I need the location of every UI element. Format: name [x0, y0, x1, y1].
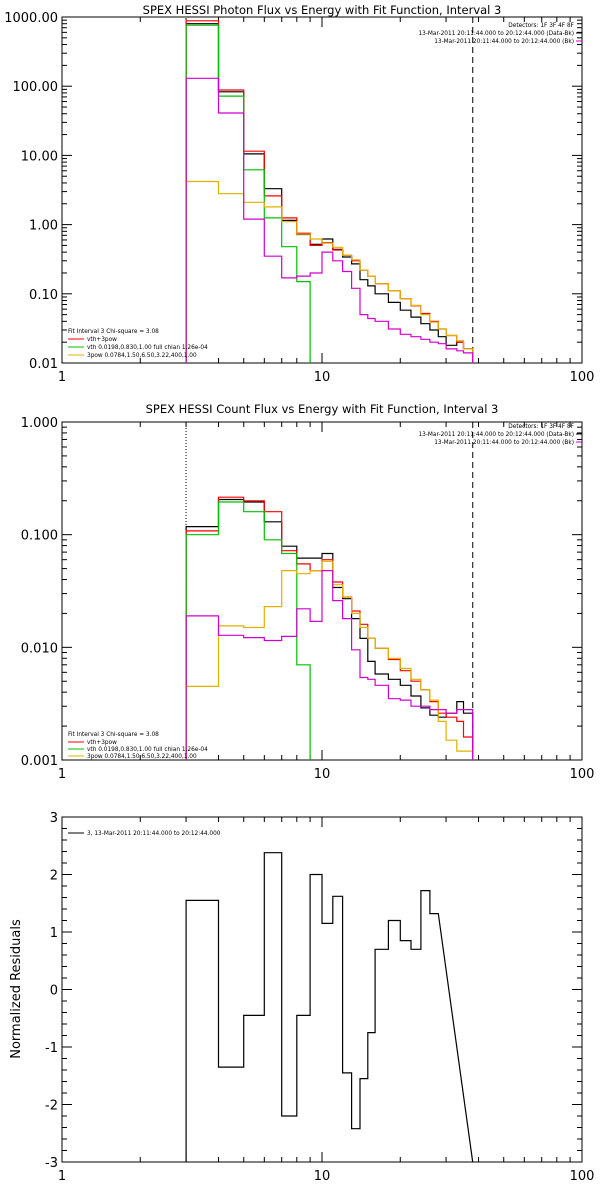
panel3-legend-label: 3, 13-Mar-2011 20:11:44.000 to 20:12:44.…: [87, 831, 221, 837]
series-line: [185, 570, 474, 760]
series-line: [185, 498, 474, 760]
series-line: [185, 560, 474, 760]
panel2-x-tick-labels: 1 10 100: [58, 767, 595, 782]
series-line: [185, 77, 474, 363]
x-tick-label: 100: [570, 1169, 595, 1184]
series-line: [185, 496, 474, 760]
y-tick-label: 0.001: [21, 754, 58, 769]
panel3-y-tick-labels: -3 -2 -1 0 1 2 3: [45, 811, 58, 1171]
panel2-legend-3pow: 3pow 0.0784,1.50,6.50,3.22,400,1.00: [87, 754, 197, 760]
panel1-info: Detectors: 1F 3F 4F 8F 13-Mar-2011 20:11…: [418, 23, 582, 45]
series-line: [185, 180, 474, 363]
panel1-ticks: [61, 17, 582, 364]
panel2-y-tick-labels: 0.001 0.010 0.100 1.000: [21, 416, 58, 769]
y-tick-label: 1000.00: [4, 11, 58, 26]
x-tick-label: 10: [314, 767, 331, 782]
panel2-info-databk: 13-Mar-2011 20:11:44.000 to 20:12:44.000…: [418, 432, 574, 438]
panel2-series: [185, 422, 474, 760]
series-line: [185, 852, 474, 1162]
x-tick-label: 1: [58, 370, 66, 385]
panel1-series: [185, 17, 474, 363]
panel1-frame: [61, 16, 583, 364]
y-tick-label: 3: [50, 811, 58, 826]
panel3-series: [185, 852, 474, 1162]
panel2-legend: Fit Interval 3 Chi-square = 3.08 vth+3po…: [68, 732, 208, 760]
x-tick-label: 1: [58, 1169, 66, 1184]
y-tick-label: 0.010: [21, 641, 58, 656]
panel3-x-tick-labels: 1 10 100: [58, 1169, 595, 1184]
panel2-legend-vth: vth 0.0198,0.830,1.00 full chian 1.26e-0…: [87, 747, 208, 753]
panel1-info-bk: 13-Mar-2011 20:11:44.000 to 20:12:44.000…: [434, 39, 574, 45]
panel1-info-detectors: Detectors: 1F 3F 4F 8F: [508, 23, 574, 29]
panel2-info-bk: 13-Mar-2011 20:11:44.000 to 20:12:44.000…: [434, 440, 574, 446]
y-tick-label: 0.100: [21, 529, 58, 544]
series-line: [185, 23, 474, 363]
panel3-ticks: [61, 816, 582, 1163]
panel1-legend-vth: vth 0.0198,0.830,1.00 full chian 1.26e-0…: [87, 345, 208, 351]
panel3-frame: [61, 816, 583, 1163]
y-tick-label: 2: [50, 869, 58, 884]
y-tick-label: 0.10: [29, 288, 58, 303]
panel1-legend-fit: Fit Interval 3 Chi-square = 3.08: [68, 329, 159, 335]
y-tick-label: -2: [45, 1099, 58, 1114]
series-line: [185, 501, 311, 760]
panel1-y-tick-labels: 0.01 0.10 1.00 10.00 100.00 1000.00: [4, 11, 58, 372]
panel1-legend: Fit Interval 3 Chi-square = 3.08 vth+3po…: [68, 329, 208, 359]
panel-residuals: -3 -2 -1 0 1 2 3 1 10 100 Normalized Residuals 3…: [9, 811, 594, 1184]
x-tick-label: 100: [570, 370, 595, 385]
panel2-legend-fit: Fit Interval 3 Chi-square = 3.08: [68, 732, 159, 738]
panel1-x-tick-labels: 1 10 100: [58, 370, 595, 385]
y-tick-label: 1: [50, 926, 58, 941]
panel1-legend-model: vth+3pow: [87, 337, 117, 343]
x-tick-label: 10: [314, 1169, 331, 1184]
panel2-info-detectors: Detectors: 1F 3F 4F 8F: [508, 424, 574, 430]
panel2-title: SPEX HESSI Count Flux vs Energy with Fit…: [146, 402, 499, 416]
y-tick-label: 1.000: [21, 416, 58, 431]
panel3-y-axis-label: Normalized Residuals: [9, 919, 24, 1059]
y-tick-label: -1: [45, 1041, 58, 1056]
panel3-legend: 3, 13-Mar-2011 20:11:44.000 to 20:12:44.…: [68, 831, 221, 837]
y-tick-label: 100.00: [13, 80, 59, 95]
x-tick-label: 100: [570, 767, 595, 782]
panel1-legend-3pow: 3pow 0.0784,1.50,6.50,3.22,400,1.00: [87, 353, 197, 359]
panel2-info: Detectors: 1F 3F 4F 8F 13-Mar-2011 20:11…: [418, 424, 582, 446]
series-line: [185, 20, 474, 363]
panel2-legend-model: vth+3pow: [87, 740, 117, 746]
x-tick-label: 1: [58, 767, 66, 782]
y-tick-label: 0.01: [29, 357, 58, 372]
y-tick-label: 10.00: [21, 149, 58, 164]
panel1-info-databk: 13-Mar-2011 20:11:44.000 to 20:12:44.000…: [418, 31, 574, 37]
y-tick-label: 0: [50, 984, 58, 999]
x-tick-label: 10: [314, 370, 331, 385]
panel-count-flux: SPEX HESSI Count Flux vs Energy with Fit…: [21, 402, 595, 782]
y-tick-label: 1.00: [29, 219, 58, 234]
panel2-ticks: [61, 422, 582, 761]
series-line: [185, 24, 311, 363]
panel-photon-flux: SPEX HESSI Photon Flux vs Energy with Fi…: [4, 3, 595, 385]
panel1-title: SPEX HESSI Photon Flux vs Energy with Fi…: [143, 3, 502, 17]
y-tick-label: -3: [45, 1156, 58, 1171]
